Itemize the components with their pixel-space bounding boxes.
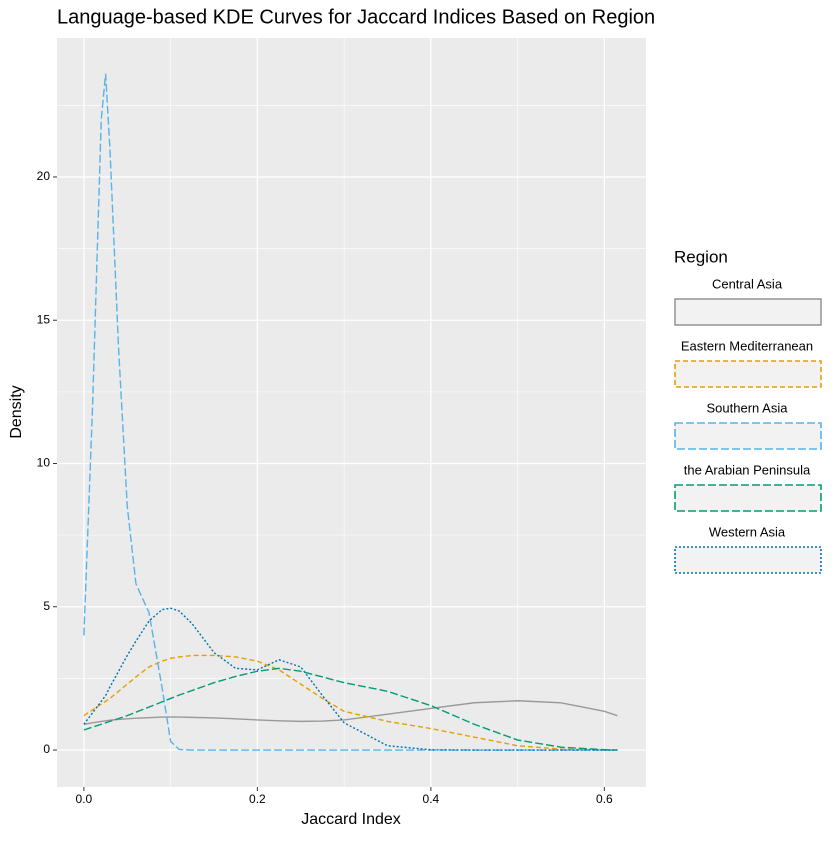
x-tick-label: 0.0 xyxy=(76,792,93,806)
x-tick-label: 0.2 xyxy=(249,792,266,806)
x-axis-title: Jaccard Index xyxy=(301,811,401,828)
density-line xyxy=(83,700,618,725)
density-line xyxy=(83,654,618,751)
legend-label: Central Asia xyxy=(712,276,783,291)
x-tick-label: 0.6 xyxy=(596,792,613,806)
plot-background xyxy=(57,38,646,787)
density-line xyxy=(83,73,618,751)
legend-label: Southern Asia xyxy=(707,400,789,415)
y-tick-label: 10 xyxy=(37,456,51,470)
density-line xyxy=(83,667,618,751)
y-axis-title: Density xyxy=(8,385,25,438)
legend-key xyxy=(674,484,822,512)
y-tick-label: 20 xyxy=(37,169,51,183)
chart-title: Language-based KDE Curves for Jaccard In… xyxy=(57,6,655,28)
x-tick-label: 0.4 xyxy=(423,792,440,806)
legend-label: Western Asia xyxy=(709,524,786,539)
legend-key xyxy=(674,298,822,326)
legend-label: the Arabian Peninsula xyxy=(684,462,811,477)
legend-key xyxy=(674,422,822,450)
y-tick-label: 15 xyxy=(37,312,51,326)
legend-key xyxy=(674,546,822,574)
y-tick-label: 0 xyxy=(43,742,50,756)
y-tick-label: 5 xyxy=(43,599,50,613)
legend-title: Region xyxy=(674,247,728,266)
legend-label: Eastern Mediterranean xyxy=(681,338,813,353)
legend-key xyxy=(674,360,822,388)
